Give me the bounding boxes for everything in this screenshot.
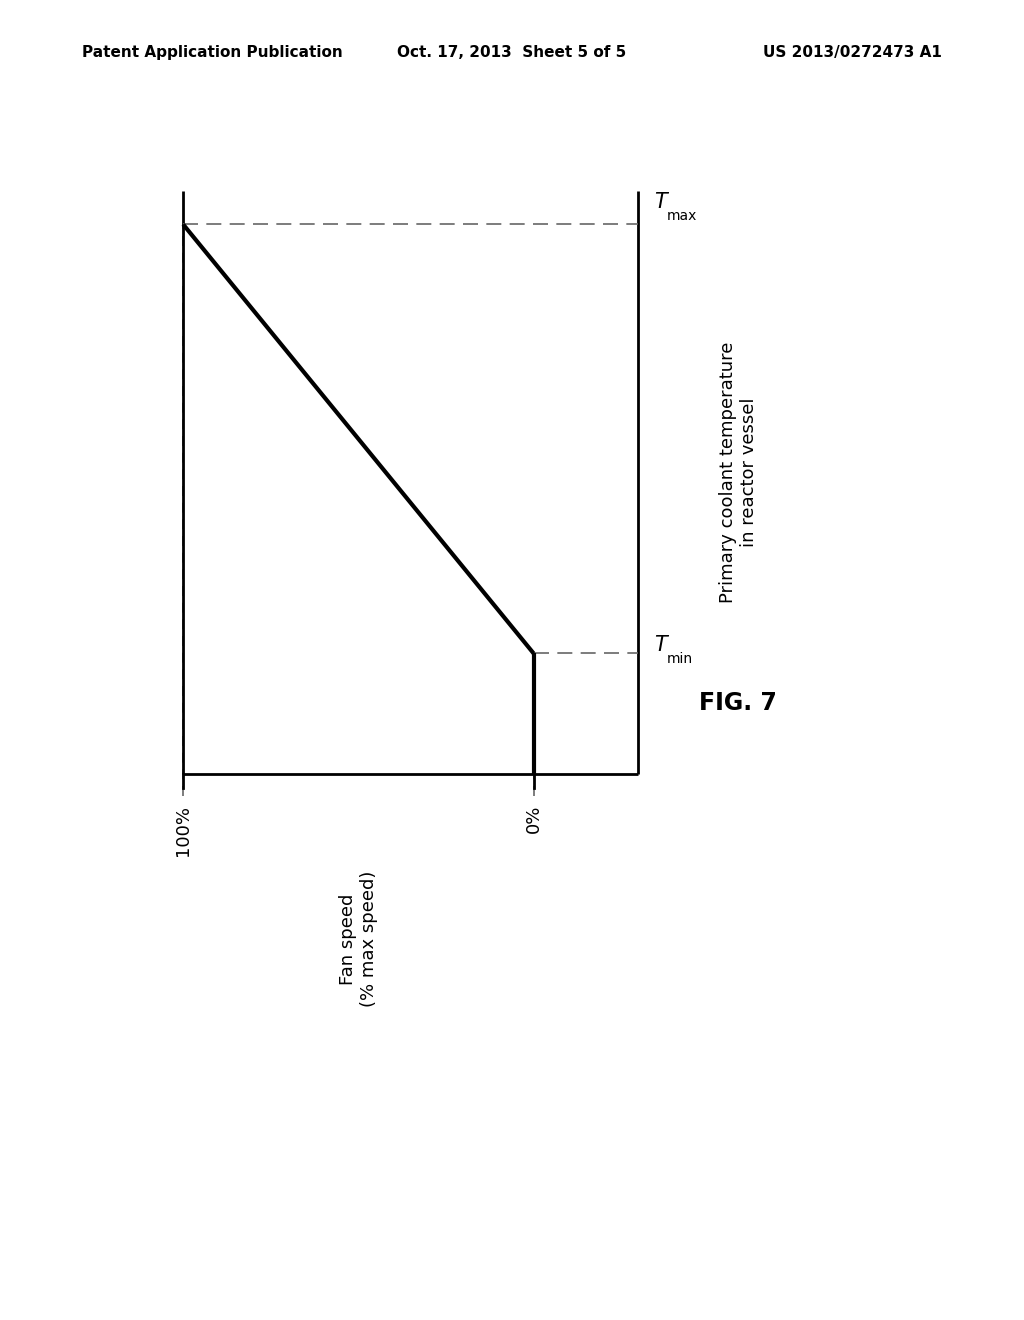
Text: Oct. 17, 2013  Sheet 5 of 5: Oct. 17, 2013 Sheet 5 of 5 xyxy=(397,45,627,59)
Text: 100%: 100% xyxy=(174,805,193,855)
Text: T: T xyxy=(654,635,667,655)
Text: T: T xyxy=(654,193,667,213)
Text: Patent Application Publication: Patent Application Publication xyxy=(82,45,343,59)
Text: FIG. 7: FIG. 7 xyxy=(699,690,777,715)
Text: Fan speed
(% max speed): Fan speed (% max speed) xyxy=(339,871,378,1007)
Text: Primary coolant temperature
in reactor vessel: Primary coolant temperature in reactor v… xyxy=(719,341,758,603)
Text: US 2013/0272473 A1: US 2013/0272473 A1 xyxy=(763,45,942,59)
Text: max: max xyxy=(667,209,697,223)
Text: min: min xyxy=(667,652,692,665)
Text: 0%: 0% xyxy=(524,805,543,833)
